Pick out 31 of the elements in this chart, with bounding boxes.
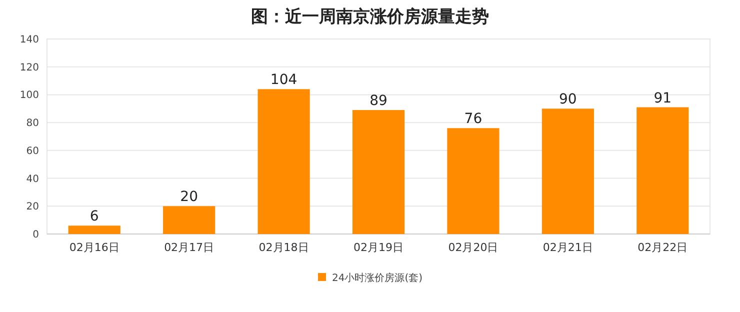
bar: [636, 107, 689, 234]
data-label: 90: [559, 92, 577, 108]
bar: [163, 206, 216, 234]
bar: [68, 226, 120, 234]
bar: [352, 110, 405, 234]
data-label: 76: [464, 111, 482, 128]
bar: [447, 128, 500, 234]
x-tick-label: 02月16日: [69, 241, 120, 254]
x-tick-label: 02月17日: [164, 241, 214, 254]
y-tick-label: 140: [20, 34, 39, 46]
y-tick-label: 80: [26, 118, 39, 130]
y-tick-label: 120: [20, 62, 39, 74]
data-label: 104: [270, 72, 298, 88]
y-tick-label: 0: [32, 230, 39, 240]
data-label: 91: [654, 90, 672, 106]
x-tick-label: 02月19日: [354, 241, 404, 254]
y-tick-label: 40: [26, 174, 39, 185]
legend-label: 24小时涨价房源(套): [332, 272, 423, 284]
x-tick-label: 02月22日: [638, 241, 688, 254]
chart-title: 图：近一周南京涨价房源量走势: [251, 7, 489, 27]
x-tick-label: 02月20日: [448, 241, 498, 254]
y-tick-label: 100: [20, 90, 39, 102]
bar: [258, 89, 310, 234]
x-tick-label: 02月21日: [542, 241, 593, 254]
bar: [542, 108, 594, 234]
data-label: 20: [180, 189, 198, 206]
y-tick-label: 60: [26, 146, 39, 157]
y-tick-label: 20: [26, 202, 39, 213]
data-label: 89: [370, 93, 388, 110]
data-label: 6: [90, 208, 99, 225]
x-tick-label: 02月18日: [258, 241, 309, 254]
